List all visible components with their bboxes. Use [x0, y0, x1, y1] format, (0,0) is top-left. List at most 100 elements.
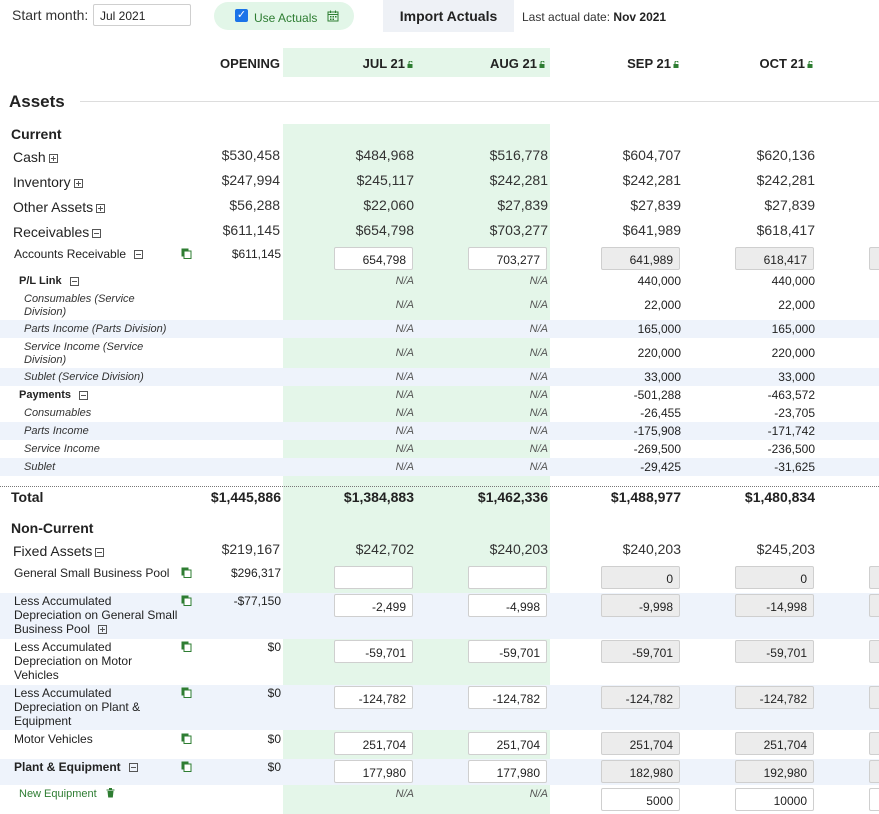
input-ar-next[interactable] [869, 247, 879, 270]
expand-icon[interactable] [96, 203, 106, 213]
row-label-pl-link[interactable]: P/L Link [19, 275, 79, 287]
actual-column-aug-header [416, 48, 550, 77]
input-mv-aug[interactable]: 251,704 [468, 732, 547, 755]
cell-inventory-jul: $245,117 [356, 172, 414, 188]
unlock-icon[interactable] [807, 61, 814, 68]
cell-na: N/A [395, 347, 414, 359]
row-label-pl-consumables: Consumables (Service Division) [24, 293, 135, 318]
input-ar-aug[interactable]: 703,277 [468, 247, 547, 270]
input-lad-gsbp-aug[interactable]: -4,998 [468, 594, 547, 617]
use-actuals-toggle[interactable]: ✓ Use Actuals [214, 2, 354, 30]
row-label-pl-service: Service Income (Service Division) [24, 341, 144, 366]
new-equipment-link[interactable]: New Equipment [19, 788, 115, 800]
row-label-lad-gsbp[interactable]: Less Accumulated Depreciation on General… [14, 594, 178, 636]
input-mv-oct[interactable]: 251,704 [735, 732, 814, 755]
input-new-equipment-oct[interactable]: 10000 [735, 788, 814, 811]
input-mv-sep[interactable]: 251,704 [601, 732, 680, 755]
unlock-icon[interactable] [407, 61, 414, 68]
copy-icon[interactable] [181, 595, 192, 606]
input-lad-pe-next[interactable] [869, 686, 879, 709]
input-pe-sep[interactable]: 182,980 [601, 760, 680, 783]
row-label-accounts-receivable[interactable]: Accounts Receivable [14, 247, 144, 261]
input-gsbp-oct[interactable]: 0 [735, 566, 814, 589]
unlock-icon[interactable] [673, 61, 680, 68]
collapse-icon[interactable] [128, 763, 138, 773]
input-lad-mv-aug[interactable]: -59,701 [468, 640, 547, 663]
cell-fixed-jul: $242,702 [355, 541, 414, 557]
cell-pl-oct: 33,000 [778, 370, 815, 384]
input-lad-mv-jul[interactable]: -59,701 [334, 640, 413, 663]
input-lad-pe-jul[interactable]: -124,782 [334, 686, 413, 709]
cell-pay-oct: -171,742 [767, 424, 815, 438]
row-label-total: Total [11, 489, 44, 505]
input-gsbp-jul[interactable] [334, 566, 413, 589]
row-label-receivables[interactable]: Receivables [13, 224, 102, 240]
cell-na: N/A [529, 443, 548, 455]
cell-pay-oct: -23,705 [774, 406, 815, 420]
input-pe-oct[interactable]: 192,980 [735, 760, 814, 783]
import-actuals-button[interactable]: Import Actuals [383, 0, 514, 32]
row-label-inventory[interactable]: Inventory [13, 174, 83, 190]
collapse-icon[interactable] [95, 547, 105, 557]
input-lad-mv-oct[interactable]: -59,701 [735, 640, 814, 663]
row-label-fixed-assets[interactable]: Fixed Assets [13, 543, 105, 559]
unlock-icon[interactable] [539, 61, 546, 68]
input-ar-jul[interactable]: 654,798 [334, 247, 413, 270]
copy-icon[interactable] [181, 567, 192, 578]
input-pe-aug[interactable]: 177,980 [468, 760, 547, 783]
cell-other-sep: $27,839 [630, 197, 681, 213]
input-gsbp-next[interactable] [869, 566, 879, 589]
use-actuals-checkbox[interactable]: ✓ [235, 9, 248, 22]
input-new-equipment-sep[interactable]: 5000 [601, 788, 680, 811]
collapse-icon[interactable] [78, 390, 88, 400]
cell-pay-sep: -501,288 [633, 388, 681, 402]
start-month-input[interactable]: Jul 2021 [93, 4, 191, 26]
row-label-other-assets[interactable]: Other Assets [13, 199, 106, 215]
input-ar-sep[interactable]: 641,989 [601, 247, 680, 270]
collapse-icon[interactable] [92, 228, 102, 238]
input-lad-mv-next[interactable] [869, 640, 879, 663]
copy-icon[interactable] [181, 641, 192, 652]
expand-icon[interactable] [98, 625, 108, 635]
input-gsbp-aug[interactable] [468, 566, 547, 589]
input-lad-mv-sep[interactable]: -59,701 [601, 640, 680, 663]
collapse-icon[interactable] [134, 250, 144, 260]
input-lad-pe-sep[interactable]: -124,782 [601, 686, 680, 709]
input-pe-next[interactable] [869, 760, 879, 783]
input-ar-oct[interactable]: 618,417 [735, 247, 814, 270]
collapse-icon[interactable] [69, 276, 79, 286]
copy-icon[interactable] [181, 248, 192, 259]
calendar-icon[interactable] [327, 10, 339, 22]
row-label-payments[interactable]: Payments [19, 389, 88, 401]
input-lad-pe-oct[interactable]: -124,782 [735, 686, 814, 709]
col-header-sep: SEP 21 [586, 56, 680, 71]
input-new-equipment-next[interactable] [869, 788, 879, 811]
cell-total-jul: $1,384,883 [343, 489, 414, 505]
input-mv-next[interactable] [869, 732, 879, 755]
input-lad-gsbp-oct[interactable]: -14,998 [735, 594, 814, 617]
cell-receivables-jul: $654,798 [355, 222, 414, 238]
cell-na: N/A [529, 407, 548, 419]
start-month-label: Start month: [12, 7, 89, 23]
cell-fixed-sep: $240,203 [622, 541, 681, 557]
input-lad-gsbp-sep[interactable]: -9,998 [601, 594, 680, 617]
total-divider [0, 486, 879, 487]
cell-lad-pe-opening: $0 [267, 686, 281, 700]
row-label-lad-pe: Less Accumulated Depreciation on Plant &… [14, 686, 141, 728]
input-lad-pe-aug[interactable]: -124,782 [468, 686, 547, 709]
copy-icon[interactable] [181, 687, 192, 698]
copy-icon[interactable] [181, 761, 192, 772]
expand-icon[interactable] [73, 178, 83, 188]
input-lad-gsbp-next[interactable] [869, 594, 879, 617]
cell-na: N/A [529, 461, 548, 473]
expand-icon[interactable] [48, 153, 58, 163]
input-mv-jul[interactable]: 251,704 [334, 732, 413, 755]
copy-icon[interactable] [181, 733, 192, 744]
input-pe-jul[interactable]: 177,980 [334, 760, 413, 783]
trash-icon[interactable] [106, 788, 115, 798]
input-lad-gsbp-jul[interactable]: -2,499 [334, 594, 413, 617]
row-label-cash[interactable]: Cash [13, 149, 58, 165]
row-label-plant-equipment[interactable]: Plant & Equipment [14, 760, 138, 774]
cell-na: N/A [395, 371, 414, 383]
input-gsbp-sep[interactable]: 0 [601, 566, 680, 589]
